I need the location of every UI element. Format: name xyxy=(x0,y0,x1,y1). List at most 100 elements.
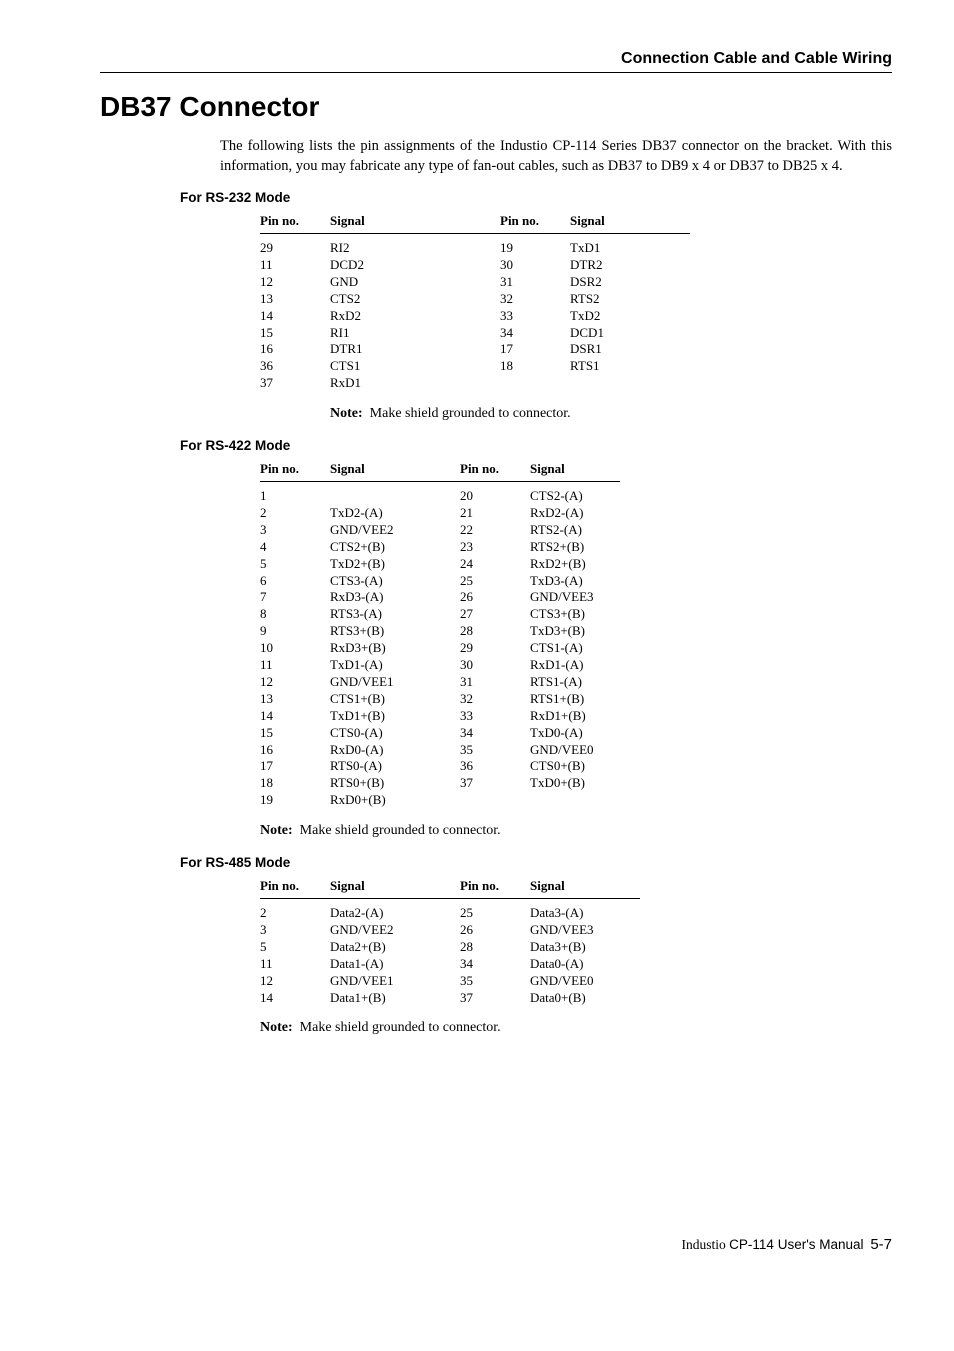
table-row: 8RTS3-(A)27CTS3+(B) xyxy=(260,606,892,623)
cell-signal: RTS3+(B) xyxy=(330,623,460,640)
cell-pin: 35 xyxy=(460,742,530,759)
col-header: Signal xyxy=(330,878,460,894)
cell-pin: 23 xyxy=(460,539,530,556)
cell-pin: 26 xyxy=(460,589,530,606)
cell-signal: RTS2 xyxy=(570,291,690,308)
cell-pin: 11 xyxy=(260,956,330,973)
cell-signal: Data1+(B) xyxy=(330,990,460,1007)
table-row: 5Data2+(B)28Data3+(B) xyxy=(260,939,892,956)
cell-signal: RTS2+(B) xyxy=(530,539,650,556)
cell-pin: 6 xyxy=(260,573,330,590)
table-row: 12GND/VEE135GND/VEE0 xyxy=(260,973,892,990)
rs422-table: Pin no. Signal Pin no. Signal 120CTS2-(A… xyxy=(260,461,892,809)
table-row: 14Data1+(B)37Data0+(B) xyxy=(260,990,892,1007)
table-row: 15RI134DCD1 xyxy=(260,325,892,342)
cell-pin: 13 xyxy=(260,291,330,308)
cell-pin: 5 xyxy=(260,556,330,573)
cell-signal: CTS1+(B) xyxy=(330,691,460,708)
cell-signal: GND/VEE1 xyxy=(330,973,460,990)
col-header: Pin no. xyxy=(460,461,530,477)
table-row: 17RTS0-(A)36CTS0+(B) xyxy=(260,758,892,775)
cell-signal: DCD1 xyxy=(570,325,690,342)
cell-signal: RI1 xyxy=(330,325,500,342)
table-row: 15CTS0-(A)34TxD0-(A) xyxy=(260,725,892,742)
table-row: 7RxD3-(A)26GND/VEE3 xyxy=(260,589,892,606)
cell-pin: 33 xyxy=(500,308,570,325)
cell-pin xyxy=(460,792,530,809)
note-label: Note: xyxy=(260,823,293,838)
cell-signal: TxD2+(B) xyxy=(330,556,460,573)
cell-signal: RTS1 xyxy=(570,358,690,375)
cell-pin: 37 xyxy=(460,990,530,1007)
cell-pin: 18 xyxy=(260,775,330,792)
cell-pin: 11 xyxy=(260,257,330,274)
cell-pin: 36 xyxy=(460,758,530,775)
rs422-note: Note: Make shield grounded to connector. xyxy=(260,823,892,839)
col-header: Signal xyxy=(530,461,650,477)
footer-prefix: Industio xyxy=(682,1237,730,1252)
cell-signal: GND/VEE1 xyxy=(330,674,460,691)
cell-pin: 10 xyxy=(260,640,330,657)
cell-pin: 36 xyxy=(260,358,330,375)
cell-signal: DTR2 xyxy=(570,257,690,274)
table-row: 16RxD0-(A)35GND/VEE0 xyxy=(260,742,892,759)
cell-pin: 8 xyxy=(260,606,330,623)
header-rule xyxy=(100,72,892,73)
table-row: 4CTS2+(B)23RTS2+(B) xyxy=(260,539,892,556)
cell-pin: 32 xyxy=(460,691,530,708)
cell-pin: 20 xyxy=(460,488,530,505)
table-header-row: Pin no. Signal Pin no. Signal xyxy=(260,213,892,233)
cell-pin: 12 xyxy=(260,973,330,990)
cell-signal: RTS1+(B) xyxy=(530,691,650,708)
cell-pin: 14 xyxy=(260,308,330,325)
cell-signal xyxy=(570,375,690,392)
cell-signal: DCD2 xyxy=(330,257,500,274)
cell-pin: 17 xyxy=(500,341,570,358)
table-row: 37RxD1 xyxy=(260,375,892,392)
cell-pin: 30 xyxy=(500,257,570,274)
cell-pin: 12 xyxy=(260,674,330,691)
cell-signal: GND/VEE0 xyxy=(530,973,650,990)
cell-signal: TxD0-(A) xyxy=(530,725,650,742)
cell-pin: 19 xyxy=(260,792,330,809)
col-header: Pin no. xyxy=(260,878,330,894)
col-header: Signal xyxy=(330,461,460,477)
cell-pin: 25 xyxy=(460,905,530,922)
cell-pin: 3 xyxy=(260,522,330,539)
cell-pin: 21 xyxy=(460,505,530,522)
cell-pin: 34 xyxy=(460,725,530,742)
cell-pin: 26 xyxy=(460,922,530,939)
table-row: 12GND/VEE131RTS1-(A) xyxy=(260,674,892,691)
cell-pin: 34 xyxy=(460,956,530,973)
cell-signal: CTS2-(A) xyxy=(530,488,650,505)
cell-signal: RxD3-(A) xyxy=(330,589,460,606)
footer-product: CP-114 User's Manual xyxy=(729,1237,863,1252)
page-footer: Industio CP-114 User's Manual 5-7 xyxy=(100,1236,892,1253)
cell-signal: Data0+(B) xyxy=(530,990,650,1007)
cell-signal: Data0-(A) xyxy=(530,956,650,973)
cell-pin: 17 xyxy=(260,758,330,775)
col-header: Pin no. xyxy=(500,213,570,229)
cell-pin: 25 xyxy=(460,573,530,590)
table-row: 13CTS1+(B)32RTS1+(B) xyxy=(260,691,892,708)
cell-signal xyxy=(330,488,460,505)
cell-signal: TxD0+(B) xyxy=(530,775,650,792)
table-row: 2Data2-(A)25Data3-(A) xyxy=(260,905,892,922)
table-row: 13CTS232RTS2 xyxy=(260,291,892,308)
cell-signal: RxD3+(B) xyxy=(330,640,460,657)
cell-signal: RxD2+(B) xyxy=(530,556,650,573)
cell-pin: 28 xyxy=(460,939,530,956)
cell-signal: TxD2-(A) xyxy=(330,505,460,522)
cell-pin: 9 xyxy=(260,623,330,640)
cell-pin: 22 xyxy=(460,522,530,539)
cell-signal: Data2+(B) xyxy=(330,939,460,956)
cell-signal: CTS2+(B) xyxy=(330,539,460,556)
table-row: 3GND/VEE222RTS2-(A) xyxy=(260,522,892,539)
rs485-note: Note: Make shield grounded to connector. xyxy=(260,1020,892,1036)
cell-signal: RTS2-(A) xyxy=(530,522,650,539)
cell-signal: Data3-(A) xyxy=(530,905,650,922)
cell-signal: RxD2-(A) xyxy=(530,505,650,522)
cell-pin: 30 xyxy=(460,657,530,674)
cell-pin: 5 xyxy=(260,939,330,956)
cell-pin: 29 xyxy=(460,640,530,657)
